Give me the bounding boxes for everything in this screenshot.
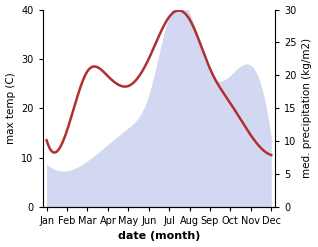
X-axis label: date (month): date (month) [118,231,200,242]
Y-axis label: med. precipitation (kg/m2): med. precipitation (kg/m2) [302,38,313,178]
Y-axis label: max temp (C): max temp (C) [5,72,16,144]
